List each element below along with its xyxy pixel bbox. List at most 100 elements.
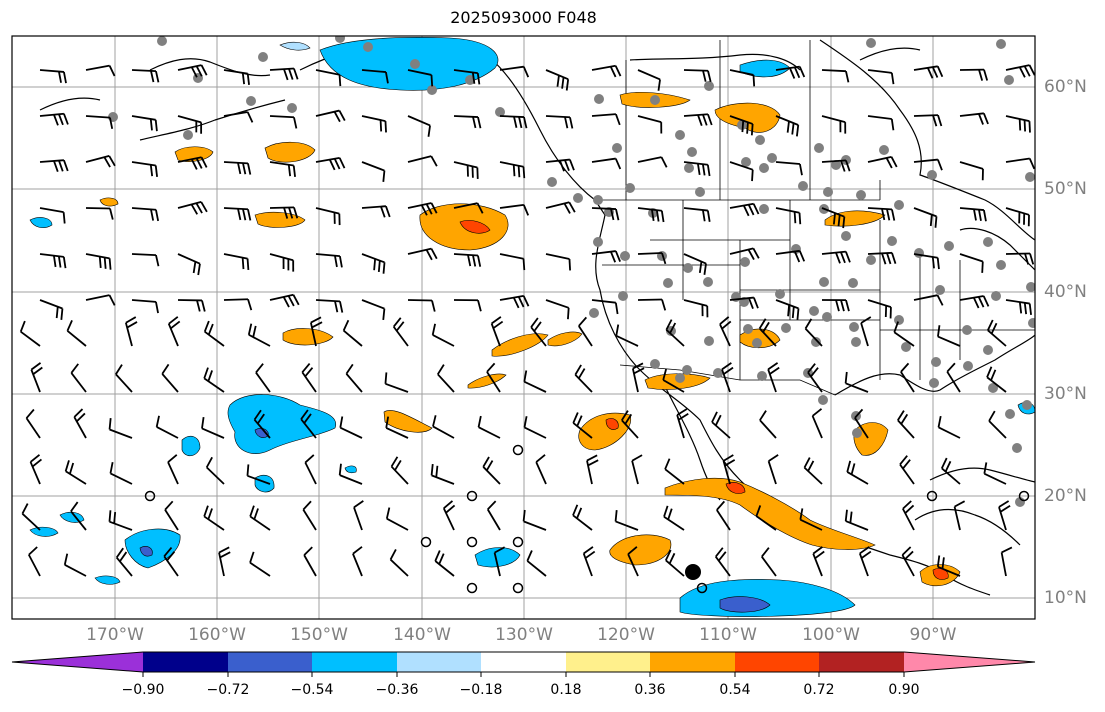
station-dot	[687, 147, 697, 157]
lon-label: 170°W	[86, 625, 144, 645]
wind-barb	[867, 69, 895, 85]
wind-barb	[167, 316, 181, 347]
wind-barb	[683, 161, 711, 177]
lat-label: 30°N	[1044, 384, 1087, 404]
wind-barb	[247, 323, 271, 347]
station-dot	[814, 143, 824, 153]
wind-barb	[775, 207, 802, 225]
wind-barb	[249, 505, 271, 531]
wind-barb	[85, 207, 114, 220]
wind-barb	[913, 65, 944, 79]
wind-barb	[775, 161, 803, 176]
station-dot	[183, 130, 193, 140]
wind-barb	[572, 412, 593, 439]
wind-barb	[442, 500, 456, 531]
lat-label: 40°N	[1044, 282, 1087, 302]
large-station-dot	[685, 564, 701, 580]
wind-barb	[913, 207, 938, 228]
colorbar-tick-label: 0.36	[634, 682, 666, 698]
wind-barb	[665, 319, 685, 347]
wind-barb	[729, 296, 759, 310]
wind-barb	[637, 207, 665, 223]
station-dot	[1025, 172, 1035, 182]
station-dot	[495, 107, 505, 117]
wind-barb	[986, 366, 1007, 393]
station-dot	[593, 237, 603, 247]
station-dot	[593, 195, 603, 205]
wind-barb	[85, 253, 112, 270]
wind-barb	[361, 205, 391, 218]
wind-barb	[315, 299, 344, 313]
wind-barb	[807, 363, 823, 393]
wind-barb	[535, 454, 547, 485]
wind-barb	[361, 69, 389, 84]
wind-barb	[453, 115, 482, 129]
wind-barb	[431, 323, 455, 347]
station-dot	[650, 359, 660, 369]
wind-barb	[490, 316, 504, 347]
station-dot	[983, 345, 993, 355]
wind-barb	[846, 460, 869, 485]
wind-barb	[545, 201, 576, 214]
colorbar-tick-label: −0.36	[375, 682, 419, 698]
wind-barb	[664, 458, 685, 485]
wind-barb	[637, 252, 667, 265]
wind-barb	[574, 364, 593, 393]
wind-barb	[28, 546, 41, 577]
wind-barb	[523, 416, 547, 439]
wind-barb	[39, 299, 64, 320]
wind-barb	[913, 253, 940, 270]
wind-barb	[1005, 157, 1035, 170]
wind-barb	[637, 69, 661, 91]
wind-barb	[821, 69, 850, 83]
wind-barb	[269, 115, 298, 129]
station-dot	[841, 231, 851, 241]
wind-barb	[70, 363, 87, 393]
wind-barb	[453, 253, 482, 267]
wind-barb	[407, 155, 438, 167]
station-dot	[894, 200, 904, 210]
wind-barb	[900, 362, 915, 393]
lon-label: 140°W	[393, 625, 451, 645]
lat-label: 60°N	[1044, 77, 1087, 97]
wind-barb	[486, 500, 501, 531]
wind-barb	[63, 553, 87, 577]
wind-barb	[591, 64, 622, 78]
wind-barb	[29, 454, 43, 485]
wind-barb	[482, 456, 501, 485]
wind-barb	[218, 546, 231, 577]
lat-label: 10°N	[1044, 588, 1087, 608]
wind-barb	[269, 161, 296, 177]
station-dot	[759, 163, 769, 173]
wind-barb	[683, 69, 712, 83]
wind-barb	[361, 161, 386, 182]
lon-label: 100°W	[802, 625, 860, 645]
wind-barb	[352, 546, 363, 577]
wind-barb	[662, 368, 685, 393]
wind-barb	[959, 295, 990, 309]
station-dot	[927, 170, 937, 180]
wind-barb	[177, 201, 208, 215]
wind-barb	[530, 317, 547, 347]
colorbar	[11, 651, 1036, 677]
wind-barb	[161, 363, 179, 393]
station-dot	[675, 373, 685, 383]
wind-barb	[177, 115, 203, 134]
wind-barb	[205, 456, 225, 485]
station-dot	[1012, 443, 1022, 453]
wind-barb	[39, 159, 69, 172]
wind-barb	[453, 202, 484, 214]
wind-barb	[867, 115, 895, 131]
station-dot	[682, 365, 692, 375]
wind-barb	[858, 546, 872, 577]
wind-barb	[249, 551, 271, 577]
wind-barb	[223, 298, 253, 311]
station-dot	[856, 190, 866, 200]
wind-barb	[1005, 299, 1032, 315]
station-dot	[465, 75, 475, 85]
wind-barb	[315, 156, 346, 171]
lon-label: 120°W	[597, 625, 655, 645]
wind-barb	[300, 409, 317, 439]
station-dot	[663, 278, 673, 288]
wind-barb	[108, 418, 133, 439]
